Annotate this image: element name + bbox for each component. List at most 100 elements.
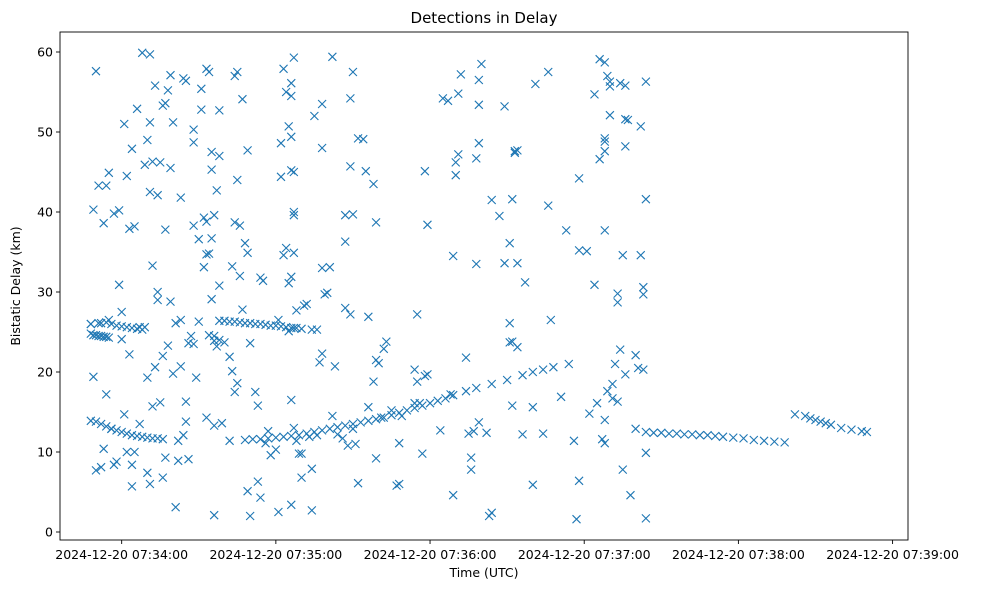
detection-marker (284, 326, 294, 336)
detection-marker (315, 358, 324, 367)
detection-marker (158, 351, 168, 361)
detection-marker (672, 429, 682, 438)
detection-marker (171, 502, 181, 512)
detection-marker (469, 426, 479, 436)
detection-marker (615, 345, 625, 354)
detection-marker (130, 222, 139, 231)
detection-marker (816, 417, 826, 426)
detection-marker (548, 362, 558, 372)
detection-marker (297, 473, 306, 482)
detection-marker (279, 64, 288, 74)
detection-marker (500, 102, 509, 111)
detection-marker (749, 435, 759, 445)
detection-marker (623, 115, 633, 125)
detection-marker (104, 168, 114, 178)
detection-marker (286, 166, 296, 175)
detection-marker (148, 402, 157, 411)
detection-marker (556, 392, 566, 402)
detection-marker (248, 434, 258, 444)
detection-marker (279, 432, 288, 442)
detection-marker (176, 362, 186, 371)
detection-marker (345, 94, 355, 103)
detection-marker (122, 171, 132, 181)
detection-marker (86, 329, 96, 338)
detection-marker (214, 151, 224, 161)
detection-marker (297, 449, 306, 458)
detection-marker (477, 59, 486, 69)
detection-marker (656, 428, 666, 438)
detection-marker (214, 335, 224, 345)
detection-marker (425, 398, 435, 408)
detection-marker (204, 249, 214, 258)
detection-marker (528, 402, 538, 412)
detection-marker (101, 390, 111, 399)
detection-marker (148, 157, 157, 166)
y-tick-label: 0 (45, 525, 53, 540)
detection-marker (178, 430, 188, 440)
detection-marker (114, 280, 124, 290)
detection-marker (158, 473, 168, 482)
detection-marker (618, 250, 628, 260)
detection-marker (145, 50, 155, 59)
detection-marker (289, 423, 299, 433)
detection-marker (433, 396, 443, 406)
detection-marker (649, 428, 658, 438)
detection-marker (394, 479, 404, 489)
detection-marker (590, 90, 599, 99)
detection-marker (220, 338, 229, 347)
detection-marker (423, 370, 432, 379)
detection-marker (104, 333, 114, 342)
detection-marker (513, 146, 522, 155)
detection-marker (487, 195, 497, 205)
detection-marker (811, 415, 820, 425)
detection-marker (130, 447, 139, 457)
detection-marker (464, 429, 473, 438)
detection-marker (292, 306, 301, 315)
detection-marker (104, 315, 114, 325)
detection-marker (595, 54, 605, 64)
detection-marker (739, 434, 748, 443)
detection-marker (96, 419, 106, 429)
detection-marker (263, 426, 273, 436)
detection-marker (207, 294, 217, 304)
detection-marker (150, 362, 160, 372)
detection-marker (207, 147, 217, 157)
detection-marker (595, 154, 605, 164)
detection-marker (202, 250, 211, 259)
detection-marker (351, 439, 360, 449)
detection-marker (412, 377, 422, 386)
detection-marker (155, 398, 165, 407)
detection-marker (412, 310, 422, 319)
detection-marker (196, 84, 206, 94)
detection-marker (423, 220, 432, 230)
detection-marker (312, 430, 322, 440)
detection-marker (518, 370, 527, 380)
detection-marker (769, 437, 779, 446)
detection-marker (613, 289, 623, 298)
detection-marker (518, 430, 527, 439)
detection-marker (181, 417, 191, 426)
y-axis-label: Bistatic Delay (km) (8, 226, 23, 345)
detection-marker (127, 144, 137, 154)
detection-marker (538, 365, 548, 374)
detection-marker (420, 371, 430, 381)
x-axis-ticks: 2024-12-20 07:34:00 2024-12-20 07:35:00 20… (55, 540, 959, 562)
detection-marker (166, 297, 175, 306)
detection-marker (140, 160, 150, 170)
detection-marker (374, 358, 384, 368)
detection-marker (145, 479, 155, 489)
detection-marker (600, 137, 610, 146)
detection-marker (271, 433, 281, 442)
detection-marker (286, 78, 296, 88)
detection-marker (633, 363, 643, 373)
detection-marker (461, 386, 471, 396)
detection-marker (112, 426, 121, 435)
detection-marker (505, 338, 515, 347)
detection-marker (286, 132, 296, 142)
detection-marker (317, 143, 327, 153)
detection-marker (153, 190, 163, 200)
detection-marker (790, 410, 800, 419)
detection-marker (605, 110, 615, 120)
detection-marker (243, 486, 252, 496)
